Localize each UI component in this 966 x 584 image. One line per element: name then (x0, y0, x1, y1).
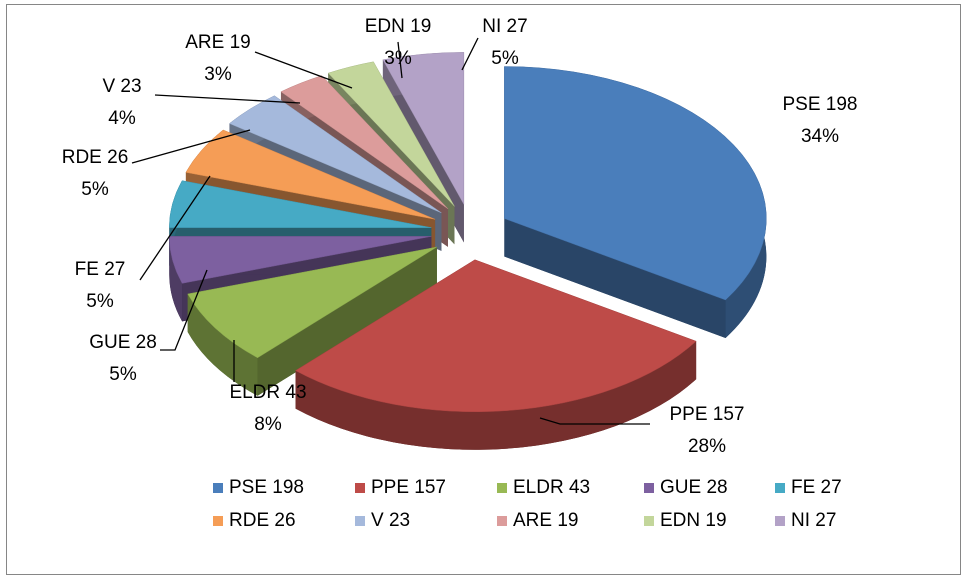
data-label: PPE 157 (670, 404, 745, 425)
legend-swatch (213, 516, 223, 526)
legend-label: EDN 19 (660, 510, 727, 531)
data-label: V 23 (102, 76, 141, 97)
data-label-value: 34% (801, 126, 839, 147)
legend-label: GUE 28 (660, 477, 728, 498)
data-label-value: 5% (491, 48, 519, 69)
legend-swatch (775, 516, 785, 526)
legend-swatch (497, 483, 507, 493)
slice (185, 129, 436, 220)
data-label: ELDR 43 (229, 382, 306, 403)
leader-line (154, 94, 301, 104)
legend-swatch (355, 483, 365, 493)
legend-label: RDE 26 (229, 510, 296, 531)
slice (280, 75, 449, 210)
data-label-value: 3% (384, 48, 412, 69)
slice (187, 246, 438, 359)
data-label-value: 5% (109, 364, 137, 385)
slice (327, 61, 455, 207)
leader-line (131, 129, 251, 164)
data-label: EDN 19 (365, 16, 432, 37)
data-label: RDE 26 (62, 147, 129, 168)
leader-line (160, 269, 208, 351)
slice (169, 180, 432, 228)
leader-line (397, 41, 403, 79)
slice-side (187, 293, 258, 396)
data-label-value: 5% (81, 179, 109, 200)
data-label-value: 3% (204, 64, 232, 85)
data-label-value: 28% (688, 436, 726, 457)
slice-side (295, 341, 697, 450)
data-label: PSE 198 (783, 94, 858, 115)
slice-side (169, 236, 183, 322)
legend-swatch (644, 483, 654, 493)
legend-label: V 23 (371, 510, 410, 531)
legend-swatch (497, 516, 507, 526)
legend-swatch (644, 516, 654, 526)
legend-label: ELDR 43 (513, 477, 590, 498)
slice-cut (504, 218, 726, 338)
slice (504, 66, 767, 301)
legend-label: NI 27 (791, 510, 836, 531)
slice (295, 259, 697, 450)
slice (504, 66, 767, 338)
data-label-value: 4% (108, 108, 136, 129)
data-label: ARE 19 (185, 32, 250, 53)
legend-label: ARE 19 (513, 510, 578, 531)
slice (187, 246, 438, 396)
leader-line (254, 51, 353, 89)
slice (382, 52, 465, 206)
slice (295, 259, 697, 413)
leader-line (139, 175, 211, 281)
slice (228, 95, 442, 214)
legend-label: PSE 198 (229, 477, 304, 498)
legend-swatch (213, 483, 223, 493)
legend-swatch (355, 516, 365, 526)
data-label-value: 5% (86, 291, 114, 312)
leader-line (539, 417, 650, 425)
leader-line (461, 37, 479, 71)
data-label: NI 27 (482, 16, 527, 37)
legend-label: PPE 157 (371, 477, 446, 498)
data-label: FE 27 (75, 259, 126, 280)
data-label-value: 8% (254, 414, 282, 435)
legend-swatch (775, 483, 785, 493)
data-label: GUE 28 (89, 332, 157, 353)
legend-label: FE 27 (791, 477, 842, 498)
